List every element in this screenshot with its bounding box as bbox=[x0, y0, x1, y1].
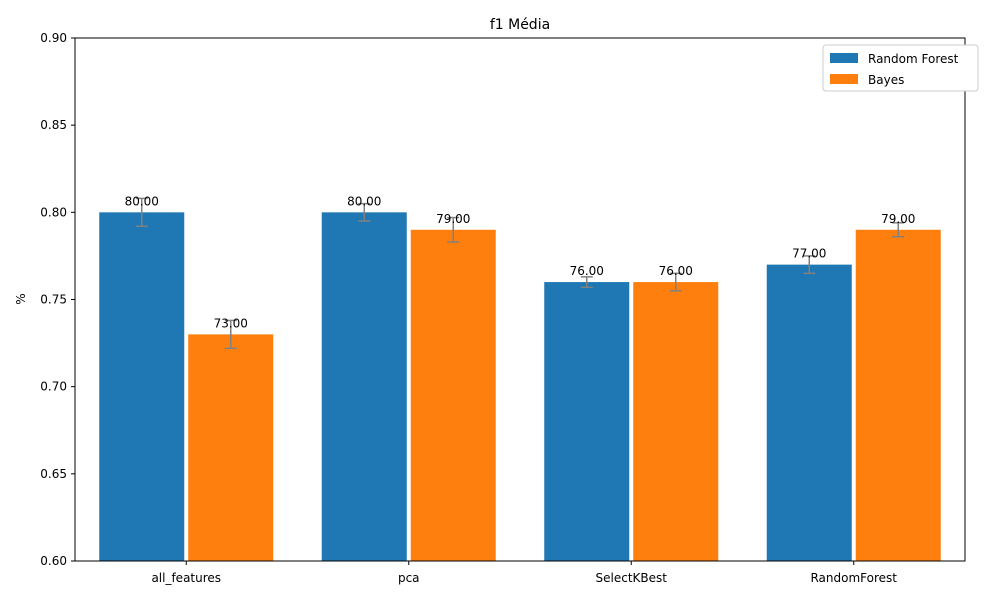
bar-bayes-selectkbest bbox=[633, 282, 719, 561]
y-tick-label: 0.75 bbox=[40, 293, 67, 307]
bar-bayes-all-features bbox=[188, 334, 274, 561]
data-label: 79.00 bbox=[881, 212, 915, 226]
data-labels-layer: 80.00 73.00 80.00 79.00 76.00 76.00 77.00 79.00 bbox=[125, 194, 916, 330]
bar-random-forest-selectkbest bbox=[544, 282, 630, 561]
bar-random-forest-pca bbox=[321, 212, 407, 562]
data-label: 80.00 bbox=[125, 194, 159, 208]
x-tick-label: SelectKBest bbox=[596, 571, 668, 585]
y-tick-label: 0.85 bbox=[40, 118, 67, 132]
legend-swatch bbox=[830, 53, 858, 63]
data-label: 76.00 bbox=[659, 264, 693, 278]
y-tick-label: 0.70 bbox=[40, 380, 67, 394]
y-tick-label: 0.90 bbox=[40, 31, 67, 45]
legend-swatch bbox=[830, 74, 858, 84]
data-label: 77.00 bbox=[792, 247, 826, 261]
bar-bayes-pca bbox=[410, 229, 496, 561]
error-bars-layer bbox=[135, 197, 905, 350]
plot-frame bbox=[74, 37, 966, 562]
data-label: 73.00 bbox=[214, 316, 248, 330]
data-label: 79.00 bbox=[436, 212, 470, 226]
x-tick-label: RandomForest bbox=[810, 571, 897, 585]
bar-random-forest-all-features bbox=[99, 212, 185, 562]
bar-random-forest-randomforest bbox=[766, 264, 852, 561]
legend: Random Forest Bayes bbox=[822, 44, 979, 92]
x-tick-label: all_features bbox=[151, 571, 221, 585]
x-tick-label: pca bbox=[398, 571, 420, 585]
chart-title: f1 Média bbox=[490, 17, 550, 33]
legend-box bbox=[822, 44, 979, 92]
legend-label: Bayes bbox=[868, 73, 904, 87]
axes-layer: all_features pca SelectKBest RandomForest 0.… bbox=[40, 31, 966, 585]
bar-bayes-randomforest bbox=[855, 229, 941, 561]
y-axis-label: % bbox=[14, 293, 28, 304]
legend-label: Random Forest bbox=[868, 52, 959, 66]
y-tick-label: 0.65 bbox=[40, 467, 67, 481]
bars-layer bbox=[99, 212, 941, 562]
data-label: 76.00 bbox=[570, 264, 604, 278]
y-tick-label: 0.80 bbox=[40, 205, 67, 219]
y-tick-label: 0.60 bbox=[40, 554, 67, 568]
data-label: 80.00 bbox=[347, 194, 381, 208]
